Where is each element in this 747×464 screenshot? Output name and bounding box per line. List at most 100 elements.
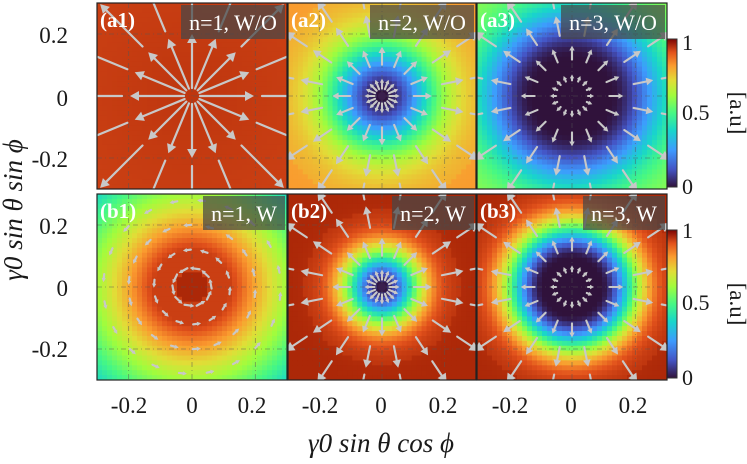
- heatmap-cell: [582, 125, 588, 131]
- heatmap-cell: [372, 169, 378, 175]
- heatmap-cell: [532, 100, 538, 107]
- arrow-head: [335, 155, 344, 165]
- heatmap-cell: [332, 37, 339, 43]
- heatmap-cell: [107, 257, 113, 264]
- heatmap-cell: [132, 184, 138, 189]
- heatmap-cell: [602, 169, 608, 175]
- heatmap-cell: [572, 100, 578, 107]
- heatmap-cell: [327, 7, 334, 14]
- heatmap-cell: [242, 96, 248, 102]
- heatmap-cell: [557, 91, 563, 97]
- heatmap-cell: [107, 242, 113, 249]
- heatmap-cell: [567, 91, 573, 97]
- heatmap-cell: [257, 71, 263, 78]
- heatmap-cell: [347, 149, 353, 156]
- heatmap-cell: [527, 7, 533, 14]
- heatmap-cell: [127, 272, 133, 278]
- heatmap-cell: [662, 81, 667, 87]
- heatmap-cell: [217, 184, 223, 189]
- heatmap-cell: [207, 164, 213, 171]
- heatmap-cell: [647, 81, 653, 87]
- heatmap-cell: [441, 71, 447, 78]
- heatmap-cell: [127, 228, 133, 234]
- heatmap-cell: [297, 115, 304, 122]
- heatmap-cell: [532, 86, 538, 92]
- heatmap-cell: [182, 66, 188, 73]
- heatmap-cell: [587, 96, 593, 102]
- heatmap-cell: [107, 247, 113, 254]
- heatmap-cell: [582, 100, 588, 107]
- heatmap-cell: [132, 208, 138, 215]
- heatmap-cell: [416, 179, 423, 185]
- heatmap-cell: [512, 140, 518, 146]
- heatmap-cell: [441, 76, 447, 82]
- heatmap-cell: [117, 247, 123, 254]
- heatmap-cell: [302, 159, 309, 166]
- heatmap-cell: [107, 365, 113, 371]
- heatmap-cell: [192, 47, 198, 53]
- heatmap-cell: [102, 135, 108, 141]
- heatmap-cell: [552, 42, 558, 48]
- heatmap-cell: [632, 42, 638, 48]
- heatmap-cell: [602, 115, 608, 122]
- heatmap-cell: [247, 100, 253, 107]
- heatmap-cell: [512, 91, 518, 97]
- heatmap-cell: [277, 164, 283, 171]
- heatmap-cell: [617, 184, 623, 189]
- heatmap-cell: [562, 96, 568, 102]
- heatmap-cell: [502, 110, 508, 117]
- arrow-head: [420, 109, 428, 116]
- heatmap-cell: [557, 37, 563, 43]
- heatmap-cell: [217, 154, 223, 161]
- heatmap-cell: [582, 42, 588, 48]
- heatmap-cell: [117, 355, 123, 362]
- heatmap-cell: [512, 149, 518, 156]
- heatmap-cell: [572, 125, 578, 131]
- heatmap-cell: [107, 135, 113, 141]
- heatmap-cell: [617, 120, 623, 126]
- heatmap-cell: [297, 130, 304, 136]
- heatmap-cell: [391, 115, 398, 122]
- heatmap-cell: [327, 32, 334, 38]
- arrow-head: [207, 143, 217, 154]
- heatmap-cell: [137, 17, 143, 24]
- heatmap-cell: [267, 169, 273, 175]
- heatmap-cell: [537, 47, 543, 53]
- heatmap-cell: [132, 76, 138, 82]
- heatmap-cell: [347, 100, 353, 107]
- heatmap-cell: [391, 144, 398, 151]
- heatmap-cell: [262, 130, 268, 136]
- heatmap-cell: [272, 71, 278, 78]
- heatmap-cell: [242, 61, 248, 68]
- heatmap-cell: [97, 218, 103, 224]
- heatmap-cell: [327, 135, 334, 141]
- heatmap-cell: [367, 115, 373, 122]
- heatmap-cell: [647, 66, 653, 73]
- heatmap-cell: [627, 61, 633, 68]
- heatmap-cell: [386, 179, 393, 185]
- heatmap-cell: [441, 47, 447, 53]
- heatmap-cell: [632, 100, 638, 107]
- heatmap-cell: [147, 86, 153, 92]
- heatmap-cell: [426, 149, 433, 156]
- heatmap-cell: [602, 37, 608, 43]
- heatmap-cell: [542, 32, 548, 38]
- heatmap-cell: [446, 154, 452, 161]
- arrow-head: [551, 100, 557, 105]
- heatmap-cell: [177, 140, 183, 146]
- arrow-shaft: [255, 121, 287, 137]
- heatmap-cell: [107, 27, 113, 33]
- heatmap-cell: [112, 149, 118, 156]
- heatmap-cell: [167, 164, 173, 171]
- heatmap-cell: [416, 130, 423, 136]
- heatmap-cell: [396, 61, 403, 68]
- heatmap-cell: [597, 169, 603, 175]
- heatmap-cell: [637, 76, 643, 82]
- heatmap-cell: [582, 184, 588, 189]
- heatmap-cell: [386, 71, 393, 78]
- heatmap-cell: [162, 140, 168, 146]
- heatmap-cell: [416, 66, 423, 73]
- heatmap-cell: [97, 296, 103, 303]
- heatmap-cell: [347, 184, 353, 189]
- heatmap-cell: [406, 81, 413, 87]
